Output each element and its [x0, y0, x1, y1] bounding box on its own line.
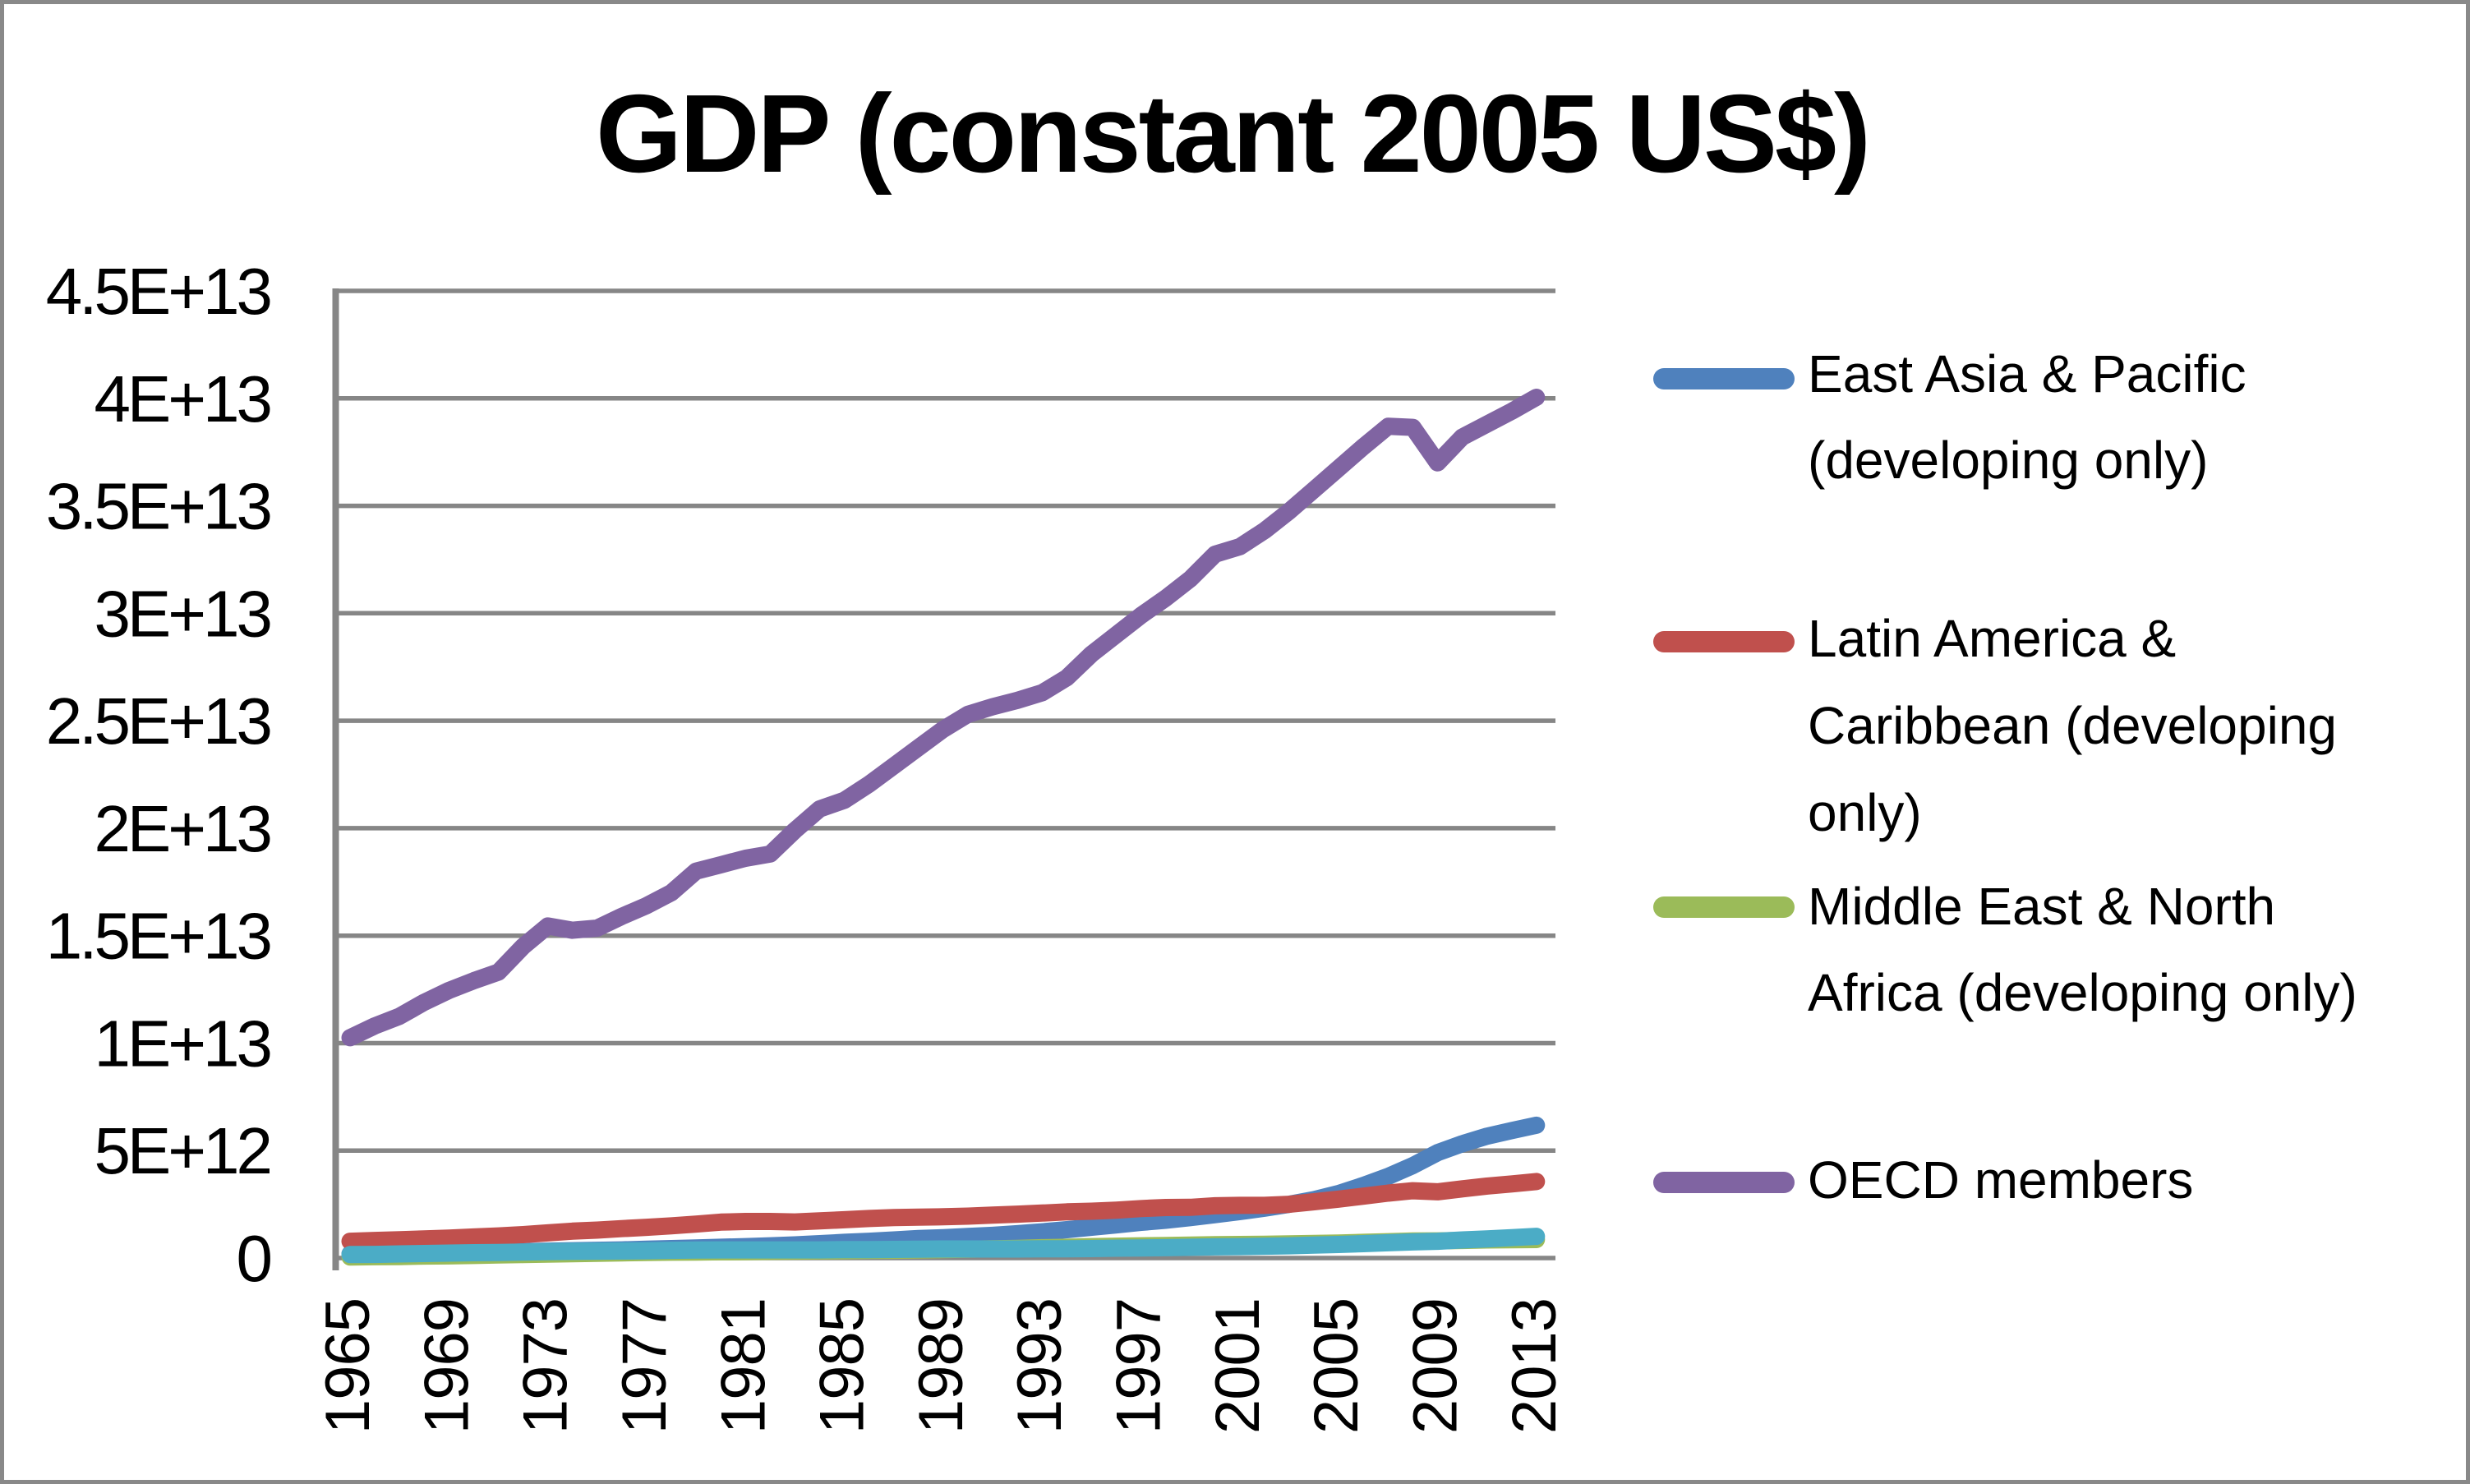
svg-text:only): only): [1808, 783, 1922, 842]
svg-text:2005: 2005: [1302, 1298, 1371, 1434]
svg-text:Africa (developing only): Africa (developing only): [1808, 963, 2357, 1022]
svg-text:2009: 2009: [1401, 1298, 1471, 1434]
svg-text:2E+13: 2E+13: [94, 792, 270, 865]
svg-text:4.5E+13: 4.5E+13: [46, 255, 270, 328]
svg-text:1.5E+13: 1.5E+13: [46, 900, 270, 973]
svg-text:OECD members: OECD members: [1808, 1150, 2193, 1210]
svg-text:(developing only): (developing only): [1808, 431, 2208, 490]
svg-text:1997: 1997: [1104, 1298, 1174, 1434]
svg-text:3E+13: 3E+13: [94, 577, 270, 650]
svg-text:1965: 1965: [313, 1298, 383, 1434]
svg-text:GDP (constant 2005 US$): GDP (constant 2005 US$): [596, 71, 1869, 196]
svg-text:1973: 1973: [511, 1298, 581, 1434]
svg-text:Caribbean (developing: Caribbean (developing: [1808, 696, 2337, 755]
svg-text:3.5E+13: 3.5E+13: [46, 470, 270, 543]
svg-text:2.5E+13: 2.5E+13: [46, 684, 270, 758]
svg-text:4E+13: 4E+13: [94, 362, 270, 436]
svg-text:Latin America &: Latin America &: [1808, 609, 2176, 668]
svg-text:1981: 1981: [708, 1298, 778, 1434]
svg-text:1993: 1993: [1005, 1298, 1075, 1434]
svg-text:2013: 2013: [1500, 1298, 1569, 1434]
svg-text:Middle East & North: Middle East & North: [1808, 877, 2275, 936]
svg-text:5E+12: 5E+12: [94, 1114, 270, 1187]
svg-text:1E+13: 1E+13: [94, 1007, 270, 1081]
svg-text:1977: 1977: [610, 1298, 680, 1434]
svg-text:1985: 1985: [808, 1298, 878, 1434]
svg-text:East Asia & Pacific: East Asia & Pacific: [1808, 344, 2247, 403]
svg-text:1969: 1969: [412, 1298, 482, 1434]
svg-text:1989: 1989: [906, 1298, 976, 1434]
svg-text:0: 0: [237, 1222, 271, 1295]
svg-text:2001: 2001: [1203, 1298, 1273, 1434]
